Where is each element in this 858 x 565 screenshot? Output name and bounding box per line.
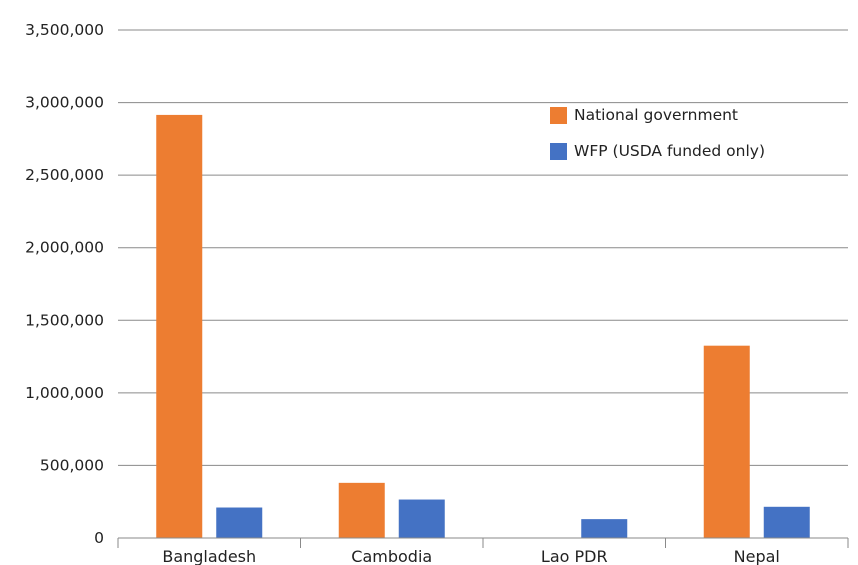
x-category-label: Nepal (734, 547, 780, 565)
y-tick-label: 2,500,000 (25, 166, 104, 184)
legend-label: WFP (USDA funded only) (574, 142, 765, 160)
gridlines (118, 29, 848, 466)
legend-swatch (550, 143, 567, 160)
bar-cambodia-national-government (338, 482, 385, 538)
y-tick-label: 1,500,000 (25, 311, 104, 329)
y-tick-label: 500,000 (40, 456, 104, 474)
bar-bangladesh-wfp (216, 507, 263, 538)
x-category-label: Bangladesh (162, 547, 256, 565)
legend-swatch (550, 107, 567, 124)
bar-nepal-national-government (703, 345, 750, 538)
y-axis-tick-labels: 0 500,000 1,000,000 1,500,000 2,000,000 2,500… (25, 21, 104, 547)
x-category-label: Cambodia (351, 547, 432, 565)
y-tick-label: 3,500,000 (25, 21, 104, 39)
y-tick-label: 3,000,000 (25, 94, 104, 112)
x-category-label: Lao PDR (541, 547, 608, 565)
x-axis: Bangladesh Cambodia Lao PDR Nepal (117, 537, 849, 565)
bar-cambodia-wfp (398, 499, 445, 538)
y-tick-label: 1,000,000 (25, 384, 104, 402)
bar-bangladesh-national-government (156, 114, 203, 538)
y-tick-label: 2,000,000 (25, 239, 104, 257)
bars (156, 114, 810, 538)
y-tick-label: 0 (94, 529, 104, 547)
legend-label: National government (574, 106, 738, 124)
legend: National government WFP (USDA funded only… (550, 106, 765, 160)
bar-lao-pdr-wfp (581, 519, 628, 538)
bar-nepal-wfp (763, 506, 810, 538)
